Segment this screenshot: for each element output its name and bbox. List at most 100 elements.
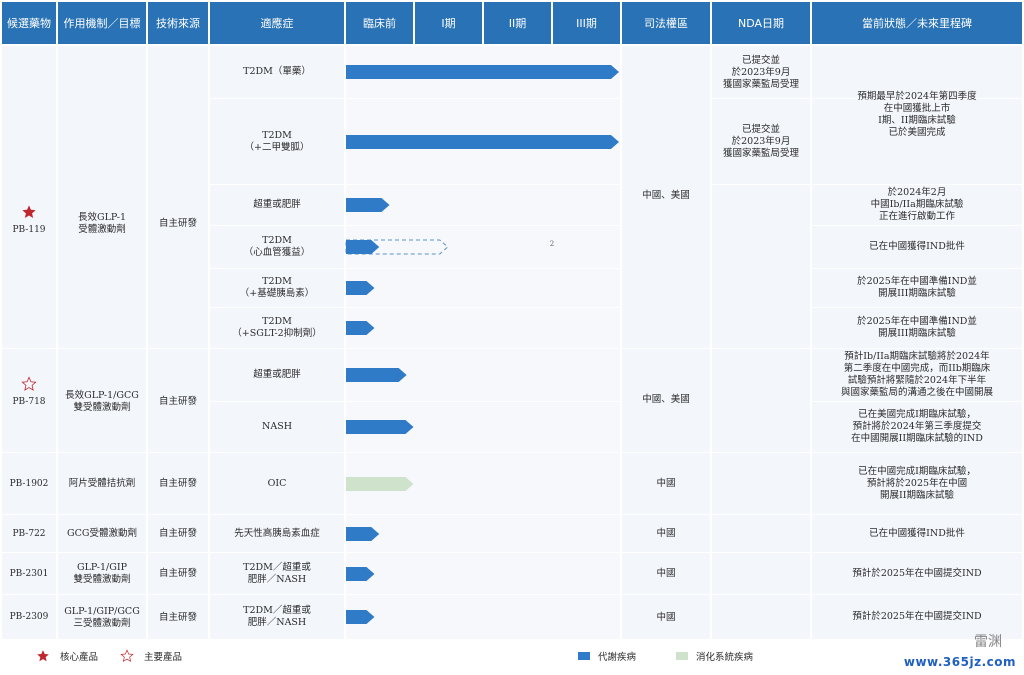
drug-pb718: PB-718: [2, 372, 56, 412]
status-r9: 已在中國完成I期臨床試驗， 預計將於2025年在中國 開展II期臨床試驗: [858, 465, 976, 501]
col-indication: [210, 46, 344, 639]
group-sep: [712, 452, 810, 453]
group-sep: [712, 348, 810, 349]
legend-digestive: 消化系統疾病: [676, 649, 753, 663]
row-separator: [210, 225, 344, 226]
indication-r8: NASH: [262, 421, 292, 432]
row-separator: [346, 552, 620, 553]
row-separator: [210, 268, 344, 269]
col-status: [812, 46, 1022, 639]
row-separator: [346, 452, 620, 453]
header-phase1: I期: [415, 2, 482, 44]
main-product-star-icon: [21, 376, 37, 391]
progress-bar-r9: [346, 476, 414, 491]
drug-pb2309: PB-2309: [9, 612, 49, 622]
progress-bar-r12: [346, 610, 375, 624]
row-separator: [346, 268, 620, 269]
row-separator: [210, 184, 344, 185]
progress-bar-r2: [346, 134, 619, 149]
status-r11: 預計於2025年在中國提交IND: [852, 567, 982, 579]
drug-pb119: PB-119: [2, 200, 56, 240]
progress-bar-r7: [346, 368, 407, 382]
row-separator: [812, 184, 1022, 185]
status-r8: 已在美國完成I期臨床試驗， 預計將於2024年第三季度提交 在中國開展II期臨床…: [851, 409, 983, 444]
progress-bar-r6: [346, 321, 375, 335]
row-separator: [812, 401, 1022, 402]
source-pb722: 自主研發: [158, 528, 197, 539]
header-source: 技術來源: [148, 2, 208, 44]
legend-digestive-label: 消化系統疾病: [696, 652, 754, 663]
row-separator: [210, 348, 344, 349]
indication-r3: 超重或肥胖: [253, 199, 301, 210]
row-separator: [812, 98, 1022, 99]
row-separator: [210, 401, 344, 402]
indication-r4: T2DM （心血管獲益）: [243, 235, 311, 258]
status-r10: 已在中國獲得IND批件: [869, 527, 965, 539]
source-pb119: 自主研發: [158, 218, 197, 229]
row-separator: [346, 184, 620, 185]
legend-core-label: 核心產品: [60, 652, 99, 663]
row-separator: [346, 514, 620, 515]
nda-r2: 已提交並 於2023年9月 獲國家藥監局受理: [722, 123, 799, 159]
indication-r7: 超重或肥胖: [253, 369, 301, 380]
jurisdiction-pb119: 中國、美國: [642, 190, 690, 201]
group-sep: [622, 348, 710, 349]
drug-pb1902: PB-1902: [9, 478, 49, 489]
jurisdiction-pb2301: 中國: [656, 568, 676, 579]
indication-r2: T2DM （+二甲雙胍）: [244, 129, 310, 153]
group-sep: [622, 452, 710, 453]
nda-r1: 已提交並 於2023年9月 獲國家藥監局受理: [722, 55, 799, 90]
row-separator: [812, 594, 1022, 595]
col-mechanism: [58, 46, 146, 639]
row-separator: [346, 307, 620, 308]
indication-r6: T2DM （+SGLT-2抑制劑）: [232, 316, 322, 339]
jurisdiction-pb2309: 中國: [656, 611, 676, 623]
jurisdiction-pb1902: 中國: [656, 478, 676, 489]
source-pb2301: 自主研發: [158, 568, 197, 579]
status-r4: 已在中國獲得IND批件: [869, 241, 965, 252]
row-separator: [812, 225, 1022, 226]
legend-metabolic: 代謝疾病: [578, 649, 636, 663]
jurisdiction-pb722: 中國: [656, 528, 676, 539]
group-sep: [2, 514, 208, 515]
row-separator: [210, 452, 344, 453]
group-sep: [2, 594, 208, 595]
row-separator: [346, 401, 620, 402]
header-phase2: II期: [484, 2, 551, 44]
row-separator: [210, 98, 344, 99]
metabolic-swatch: [578, 652, 590, 660]
group-sep: [622, 514, 710, 515]
progress-bar-r10: [346, 526, 380, 541]
row-separator: [346, 348, 620, 349]
group-sep: [2, 452, 208, 453]
header-mechanism: 作用機制／目標: [58, 2, 146, 44]
core-product-star-icon: [22, 205, 36, 218]
status-r12: 預計於2025年在中國提交IND: [852, 611, 982, 622]
progress-bar-r5: [346, 281, 375, 295]
row-separator: [210, 514, 344, 515]
header-preclinical: 臨床前: [346, 2, 413, 44]
row-separator: [346, 225, 620, 226]
col-jurisdiction: [622, 46, 710, 639]
legend-metabolic-label: 代謝疾病: [598, 652, 637, 663]
indication-r10: 先天性高胰島素血症: [234, 527, 320, 539]
status-r3: 於2024年2月 中國Ib/IIa期臨床試驗 正在進行啟動工作: [870, 187, 964, 222]
indication-r9: OIC: [267, 477, 287, 489]
drug-pb2301: PB-2301: [9, 568, 49, 579]
mechanism-pb718: 長效GLP-1/GCG 雙受體激動劑: [65, 390, 139, 413]
progress-bar-r4: [346, 240, 380, 254]
header-status: 當前狀態／未來里程碑: [812, 2, 1022, 44]
row-separator: [210, 552, 344, 553]
progress-bar-r11: [346, 566, 375, 581]
watermark: www.365jz.com: [903, 655, 1016, 669]
header-phase3: III期: [553, 2, 620, 44]
progress-bar-r3: [346, 198, 390, 212]
mechanism-pb722: GCG受體激動劑: [67, 528, 137, 539]
header-indication: 適應症: [210, 2, 344, 44]
col-source: [148, 46, 208, 639]
mechanism-pb119: 長效GLP-1 受體激動劑: [77, 212, 127, 235]
col-drug: [2, 46, 56, 639]
row-separator: [210, 594, 344, 595]
legend-core: 核心產品: [36, 649, 98, 663]
